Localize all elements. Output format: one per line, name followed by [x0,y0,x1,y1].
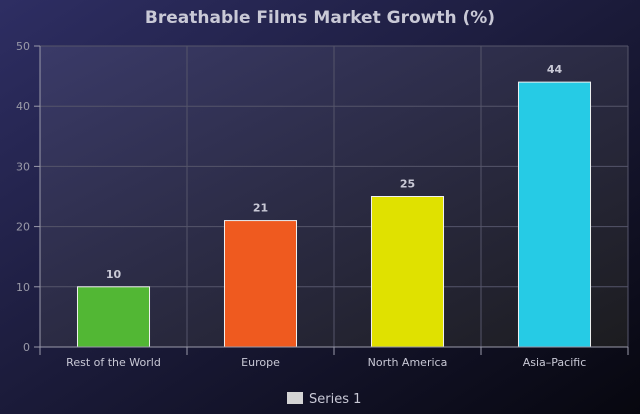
y-tick-label: 50 [16,40,30,53]
bar [517,81,592,348]
y-tick-label: 0 [23,341,30,354]
x-axis: Rest of the World Europe North America Asia… [34,346,629,369]
x-tick-label: Rest of the World [66,356,161,369]
y-tick-label: 20 [16,221,30,234]
legend: Series 1 [287,392,361,407]
data-label: 21 [253,202,268,215]
x-tick-label: Asia–Pacific [523,356,587,369]
legend-swatch [287,392,303,404]
x-tick-label: Europe [241,356,280,369]
y-tick-label: 30 [16,160,30,173]
data-label: 44 [547,63,563,76]
x-tick-label: North America [368,356,448,369]
bar [370,196,445,348]
y-tick-label: 10 [16,281,30,294]
bar [76,286,151,348]
y-axis: 0 10 20 30 40 50 [16,40,41,354]
y-tick-label: 40 [16,100,30,113]
bars [76,81,592,348]
data-label: 10 [106,268,122,281]
data-labels: 10 21 25 44 [106,63,563,281]
legend-label: Series 1 [309,392,361,407]
bar [223,220,298,348]
data-label: 25 [400,178,415,191]
chart-title: Breathable Films Market Growth (%) [145,8,495,28]
